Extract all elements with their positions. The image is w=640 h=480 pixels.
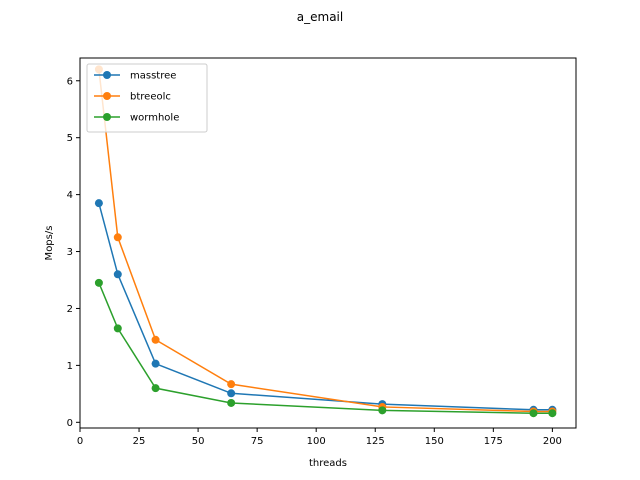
y-tick-label: 6 (67, 76, 73, 87)
data-point-btreeolc (227, 380, 236, 389)
data-point-wormhole (548, 409, 557, 418)
plot-series (94, 65, 557, 418)
data-point-wormhole (113, 324, 122, 333)
x-tick-label: 125 (366, 436, 385, 447)
x-tick-label: 200 (543, 436, 562, 447)
y-tick-label: 3 (67, 247, 73, 258)
x-tick-label: 75 (251, 436, 264, 447)
data-point-wormhole (227, 398, 236, 407)
x-tick-label: 175 (484, 436, 503, 447)
series-line-wormhole (98, 282, 553, 414)
y-tick-label: 2 (67, 304, 73, 315)
data-point-wormhole (151, 384, 160, 393)
data-point-wormhole (529, 409, 538, 418)
legend: masstree btreeolc wormhole (86, 63, 208, 133)
x-tick-label: 50 (192, 436, 205, 447)
legend-marker-btreeolc (103, 92, 111, 100)
series-line-masstree (98, 202, 553, 411)
legend-label-masstree: masstree (130, 71, 176, 82)
data-point-masstree (151, 359, 160, 368)
y-tick-label: 4 (67, 190, 73, 201)
y-tick-label: 0 (67, 418, 73, 429)
data-point-btreeolc (113, 233, 122, 242)
legend-label-btreeolc: btreeolc (130, 92, 171, 103)
data-point-wormhole (378, 406, 387, 415)
chart-title: a_email (297, 10, 343, 24)
data-point-masstree (94, 199, 103, 208)
x-axis-label: threads (309, 458, 347, 469)
x-tick-label: 150 (425, 436, 444, 447)
x-tick-label: 25 (133, 436, 146, 447)
x-axis: 0 25 50 75 100 125 150 175 200 (77, 428, 562, 447)
x-tick-label: 0 (77, 436, 83, 447)
legend-marker-masstree (103, 71, 111, 79)
data-point-masstree (227, 389, 236, 398)
y-axis: 0 1 2 3 4 5 6 (67, 76, 80, 429)
plot-frame (79, 57, 577, 429)
data-point-wormhole (94, 278, 103, 287)
y-axis-label: Mops/s (44, 226, 55, 261)
y-tick-label: 1 (67, 361, 73, 372)
legend-marker-wormhole (103, 113, 111, 121)
x-tick-label: 100 (307, 436, 326, 447)
data-point-masstree (113, 270, 122, 279)
data-point-btreeolc (151, 335, 160, 344)
legend-label-wormhole: wormhole (130, 113, 179, 124)
legend-box (86, 63, 208, 133)
y-tick-label: 5 (67, 133, 73, 144)
